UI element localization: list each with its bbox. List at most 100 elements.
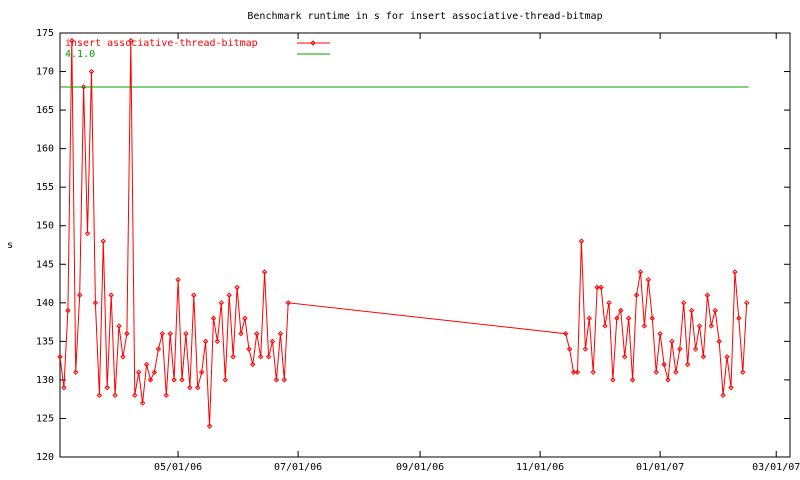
data-point xyxy=(112,392,118,399)
data-point xyxy=(242,315,248,321)
legend-marker xyxy=(310,40,316,46)
data-point xyxy=(265,354,272,360)
y-tick-label: 155 xyxy=(36,182,54,193)
y-tick-label: 140 xyxy=(36,298,54,309)
data-point xyxy=(669,338,675,345)
data-point xyxy=(155,346,162,352)
data-point xyxy=(167,330,173,337)
data-point xyxy=(187,384,193,391)
data-point xyxy=(602,323,608,329)
data-point xyxy=(582,346,589,352)
y-tick-label: 130 xyxy=(36,375,54,386)
x-tick-label: 03/01/07 xyxy=(752,462,800,473)
data-point xyxy=(728,384,734,391)
data-point xyxy=(736,315,742,321)
x-tick-label: 01/01/07 xyxy=(636,462,684,473)
data-point xyxy=(633,292,640,298)
data-point xyxy=(116,323,122,329)
legend-label: 4.1.0 xyxy=(65,49,95,60)
data-point xyxy=(574,369,581,375)
data-point xyxy=(708,323,715,329)
data-point xyxy=(645,276,652,283)
data-point xyxy=(163,392,169,399)
data-point xyxy=(653,369,659,375)
data-point xyxy=(124,330,130,337)
data-point xyxy=(614,315,620,321)
data-point xyxy=(712,307,718,314)
data-point xyxy=(661,361,667,368)
data-point xyxy=(277,330,284,337)
data-point xyxy=(65,307,71,314)
data-point xyxy=(73,369,79,375)
data-point xyxy=(202,338,209,345)
plot-frame xyxy=(59,32,791,458)
data-point xyxy=(696,323,703,329)
x-tick-label: 05/01/06 xyxy=(154,462,202,473)
data-point xyxy=(128,38,134,44)
y-tick-label: 170 xyxy=(36,67,54,78)
data-point xyxy=(692,346,699,352)
data-point xyxy=(637,269,644,275)
data-point xyxy=(159,330,166,337)
data-point xyxy=(230,354,236,360)
data-point xyxy=(285,300,291,306)
data-point xyxy=(598,284,604,291)
data-point xyxy=(183,330,189,337)
data-point xyxy=(606,300,612,306)
data-point xyxy=(69,38,75,44)
data-point xyxy=(724,354,730,360)
data-point xyxy=(629,377,636,383)
data-point xyxy=(191,292,197,298)
data-point xyxy=(704,292,711,298)
data-point xyxy=(681,300,687,306)
data-point xyxy=(195,384,201,391)
data-point xyxy=(688,307,695,314)
legend-label: insert associative-thread-bitmap xyxy=(65,38,258,49)
data-point xyxy=(590,369,596,375)
data-point xyxy=(261,269,268,275)
data-point xyxy=(76,292,83,298)
data-point xyxy=(720,392,726,399)
data-point xyxy=(594,284,600,291)
data-point xyxy=(214,338,221,345)
data-point xyxy=(179,377,185,383)
data-point xyxy=(618,307,624,314)
data-point xyxy=(88,68,95,75)
y-tick-label: 150 xyxy=(36,221,54,232)
data-point xyxy=(100,238,106,244)
data-point xyxy=(665,377,671,383)
data-point xyxy=(657,330,663,337)
data-point xyxy=(254,330,260,337)
x-tick-label: 11/01/06 xyxy=(516,462,564,473)
data-point xyxy=(641,323,648,329)
data-point xyxy=(700,354,707,360)
data-point xyxy=(218,300,225,306)
data-point xyxy=(175,276,181,283)
data-point xyxy=(139,400,146,406)
data-point xyxy=(206,423,213,429)
y-tick-label: 175 xyxy=(36,28,54,39)
data-point xyxy=(586,315,593,321)
data-point xyxy=(238,330,244,337)
y-axis-label: s xyxy=(7,240,13,251)
data-point xyxy=(96,392,103,399)
data-point xyxy=(610,377,616,383)
data-point xyxy=(171,377,177,383)
data-point xyxy=(246,346,252,352)
data-point xyxy=(143,361,150,368)
chart-title: Benchmark runtime in s for insert associ… xyxy=(247,11,602,22)
data-point xyxy=(250,361,256,368)
data-point xyxy=(222,377,228,383)
series-line xyxy=(59,40,748,427)
data-point xyxy=(210,315,217,321)
data-point xyxy=(234,284,240,291)
data-point xyxy=(570,369,577,375)
data-point xyxy=(257,354,264,360)
data-point xyxy=(281,377,288,383)
data-point xyxy=(80,84,87,90)
y-tick-label: 160 xyxy=(36,144,54,155)
data-point xyxy=(622,354,628,360)
data-point xyxy=(226,292,232,298)
data-point xyxy=(716,338,722,345)
